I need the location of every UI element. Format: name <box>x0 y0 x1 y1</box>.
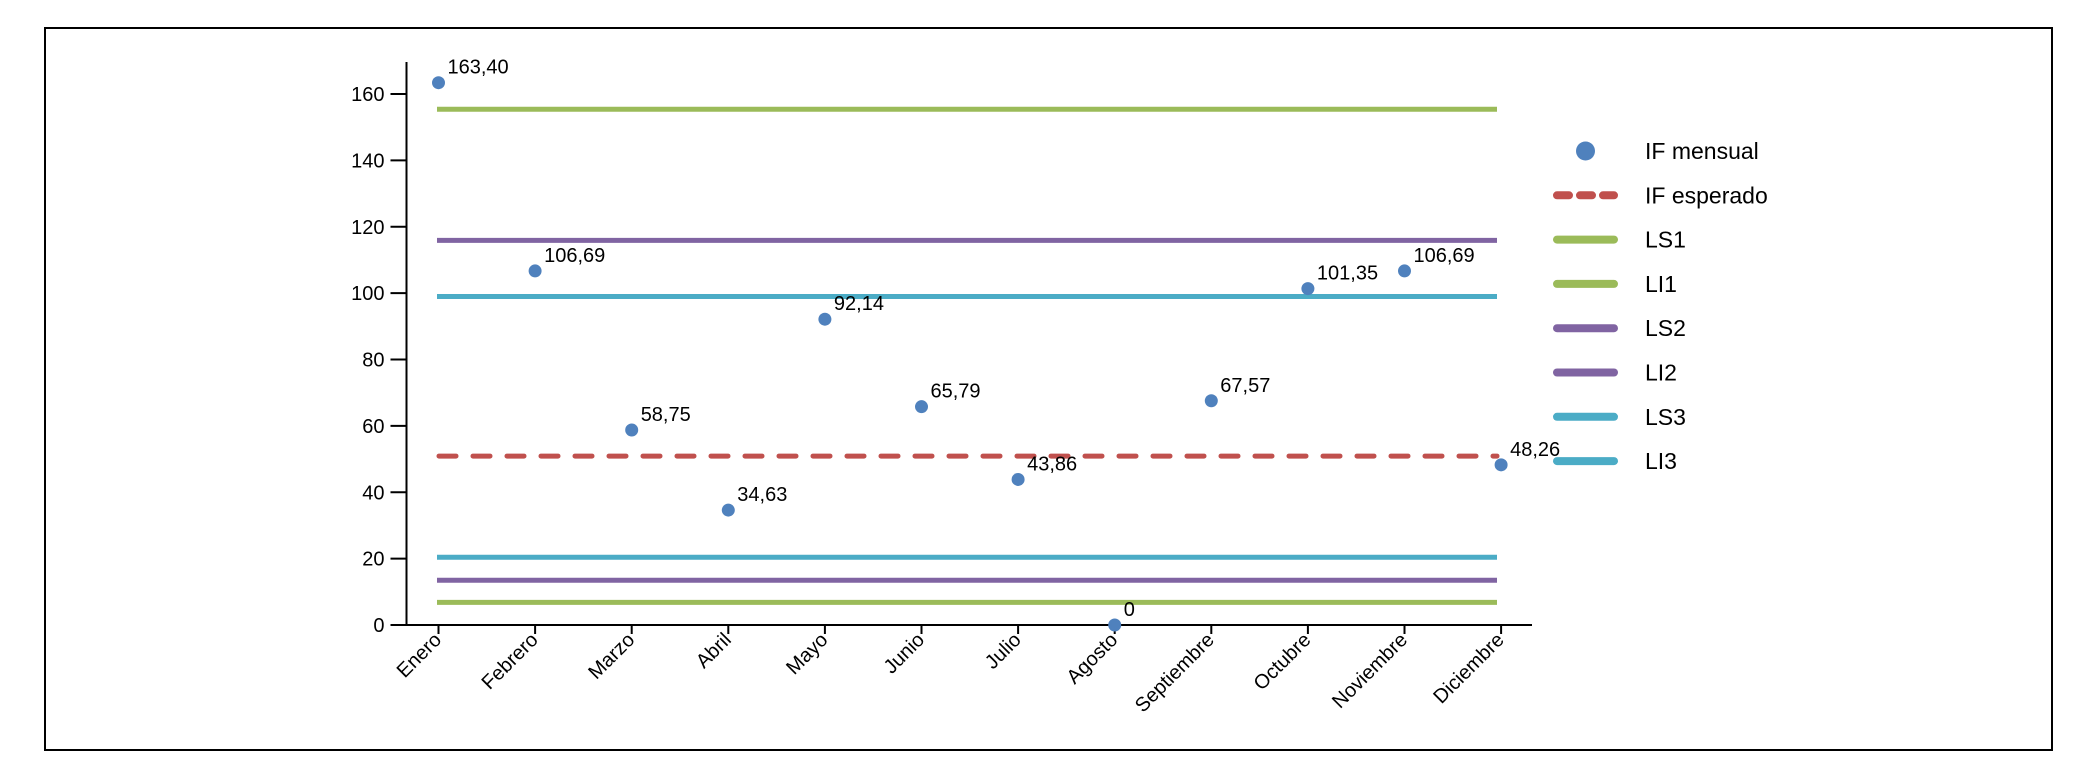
x-tick-label: Diciembre <box>1429 629 1508 708</box>
x-ticks: Enero Febrero Marzo Abril Mayo Junio Julio Agos… <box>393 625 1509 717</box>
data-label: 106,69 <box>1414 245 1475 267</box>
legend-dot-icon <box>1576 141 1595 161</box>
data-label: 67,57 <box>1220 375 1270 397</box>
data-point <box>528 264 542 278</box>
legend-item: LI1 <box>1553 271 1677 297</box>
data-label: 0 <box>1124 599 1135 621</box>
legend-item: LS2 <box>1553 315 1686 341</box>
legend-item: IF mensual <box>1576 138 1759 164</box>
legend-label: LI1 <box>1645 271 1677 297</box>
y-tick-label: 100 <box>351 283 384 305</box>
data-label: 34,63 <box>737 484 787 506</box>
legend-item: LS3 <box>1553 404 1686 430</box>
data-label: 65,79 <box>931 381 981 403</box>
legend-label: LI2 <box>1645 360 1677 386</box>
data-label: 43,86 <box>1027 453 1077 475</box>
legend-label: LI3 <box>1645 448 1677 474</box>
y-tick-label: 80 <box>362 350 384 372</box>
y-tick-label: 20 <box>362 549 384 571</box>
legend-label: LS1 <box>1645 227 1686 253</box>
y-tick-label: 140 <box>351 150 384 172</box>
legend-label: LS3 <box>1645 404 1686 430</box>
data-point <box>1108 618 1122 632</box>
data-point <box>1494 458 1508 472</box>
x-tick-label: Octubre <box>1250 629 1316 695</box>
data-point <box>915 400 928 414</box>
data-point <box>1301 282 1315 296</box>
legend-item: LI3 <box>1553 448 1677 474</box>
x-tick-label: Julio <box>981 629 1026 674</box>
y-tick-label: 0 <box>373 615 384 637</box>
legend-label: IF esperado <box>1645 182 1768 208</box>
x-tick-label: Noviembre <box>1328 629 1412 713</box>
data-label: 101,35 <box>1317 263 1378 285</box>
data-point <box>1204 394 1218 408</box>
data-points: 163,40 106,69 58,75 34,63 92,14 65,79 43,86 0 67… <box>432 57 1560 632</box>
x-tick-label: Febrero <box>478 629 543 694</box>
data-label: 106,69 <box>544 245 605 267</box>
legend-label: LS2 <box>1645 315 1686 341</box>
x-tick-label: Septiembre <box>1131 629 1219 717</box>
data-label: 163,40 <box>448 57 509 79</box>
data-point <box>1011 472 1025 486</box>
data-point <box>818 312 832 326</box>
x-tick-label: Abril <box>692 629 736 673</box>
y-tick-label: 60 <box>362 416 384 438</box>
x-tick-label: Junio <box>880 629 929 678</box>
legend: IF mensual IF esperado LS1 LI1 LS2 LI2 LS3 LI3 <box>1553 138 1768 474</box>
data-point <box>721 503 735 517</box>
data-label: 58,75 <box>641 404 691 426</box>
x-tick-label: Enero <box>393 629 446 682</box>
legend-item: LS1 <box>1553 227 1686 253</box>
data-label: 92,14 <box>834 293 884 315</box>
legend-item: IF esperado <box>1553 182 1768 208</box>
y-tick-label: 120 <box>351 217 384 239</box>
x-tick-label: Agosto <box>1063 629 1123 689</box>
y-tick-label: 40 <box>362 482 384 504</box>
legend-label: IF mensual <box>1645 138 1759 164</box>
reference-lines <box>436 106 1500 605</box>
chart-frame <box>44 27 2053 751</box>
legend-item: LI2 <box>1553 360 1677 386</box>
data-point <box>625 423 639 437</box>
data-point <box>432 76 445 90</box>
data-point <box>1398 264 1411 278</box>
x-tick-label: Marzo <box>584 629 639 684</box>
data-label: 48,26 <box>1510 439 1560 461</box>
y-tick-label: 160 <box>351 84 384 106</box>
y-ticks: 0 20 40 60 80 100 120 140 160 <box>351 84 407 637</box>
x-tick-label: Mayo <box>782 629 832 679</box>
